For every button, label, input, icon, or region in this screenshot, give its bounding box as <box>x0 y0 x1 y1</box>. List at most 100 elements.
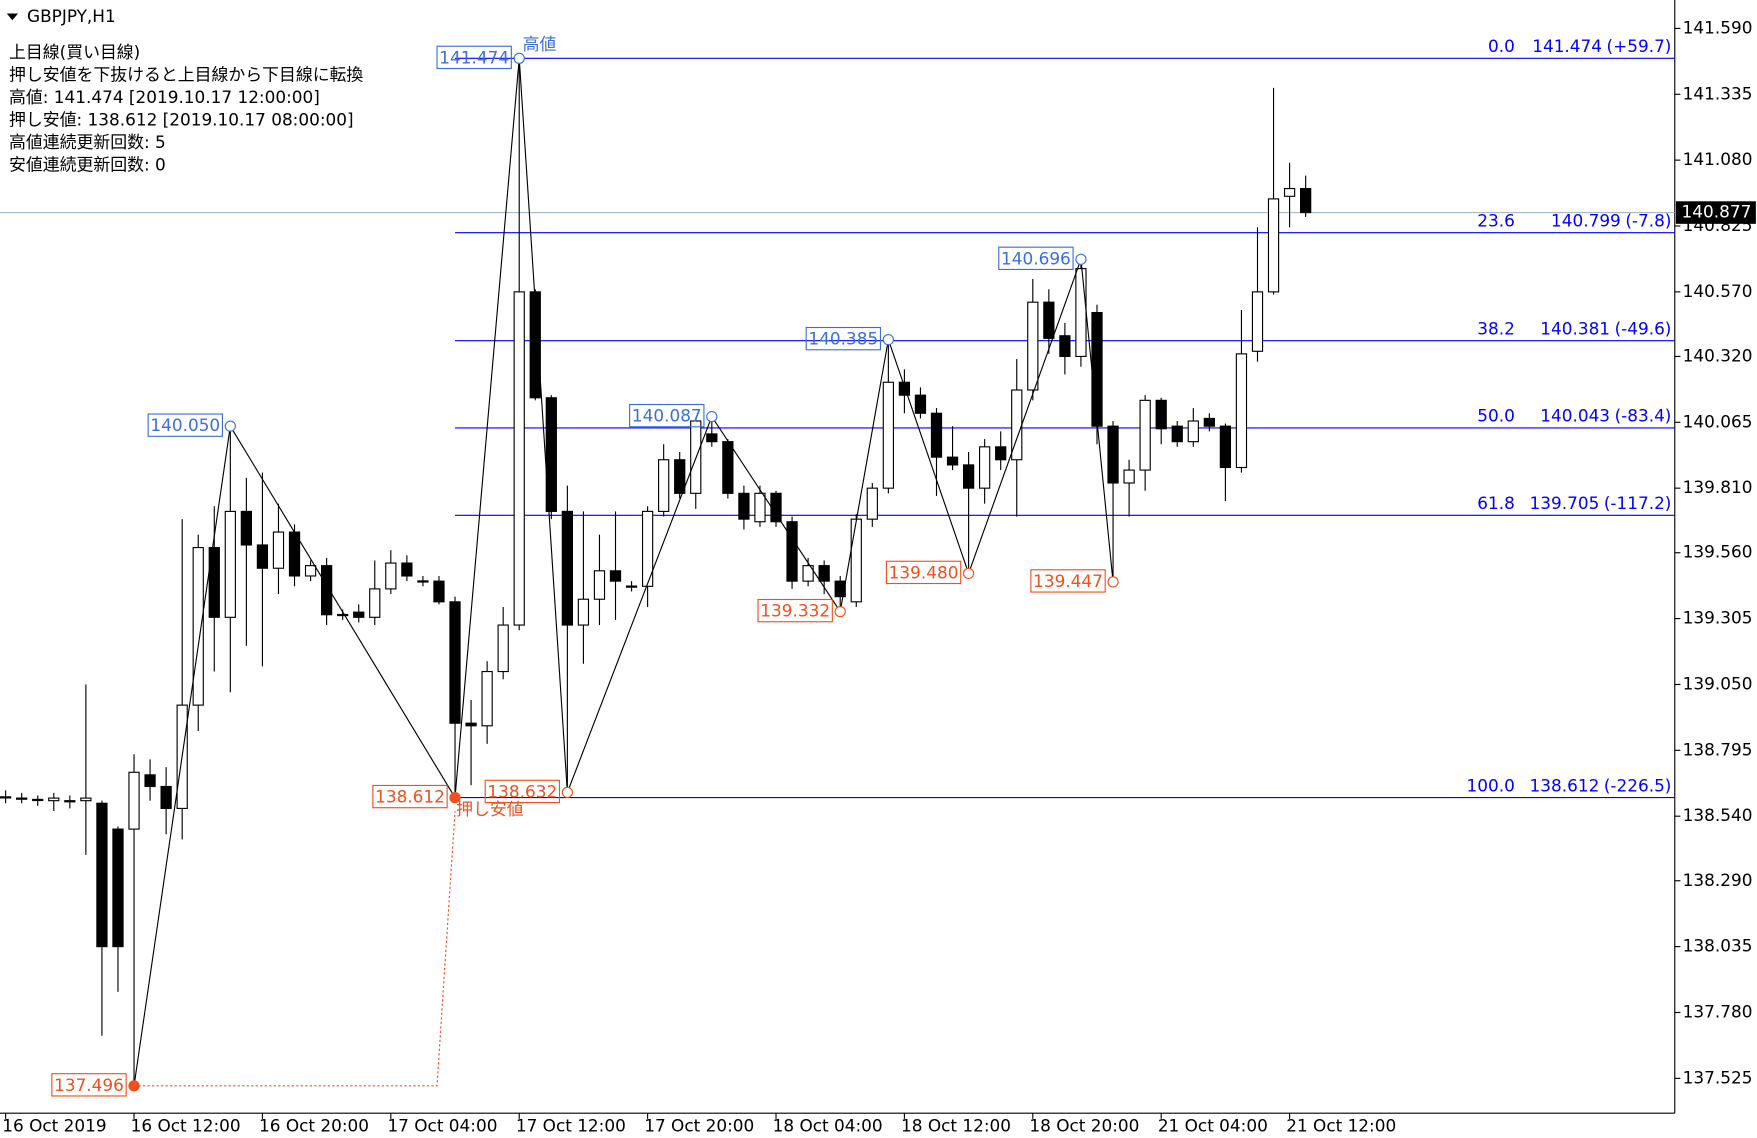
info-line: 安値連続更新回数: 0 <box>9 155 166 175</box>
swing-point <box>128 1080 140 1092</box>
fib-label: 140.043 (-83.4) <box>1540 406 1671 426</box>
candle-body <box>1171 425 1183 443</box>
fib-level: 100.0 <box>1467 775 1515 795</box>
info-line: 上目線(買い目線) <box>9 42 140 62</box>
fib-level: 0.0 <box>1488 36 1515 56</box>
fib-price: 139.705 <box>1530 493 1600 513</box>
candle-body <box>834 580 846 598</box>
candle-body <box>995 446 1007 461</box>
swing-label-box <box>147 413 224 437</box>
candle-body <box>240 510 253 546</box>
current-price-box <box>1675 201 1756 224</box>
candle-body <box>32 798 44 802</box>
y-tick-label: 138.290 <box>1683 870 1753 890</box>
y-tick-label: 140.320 <box>1683 345 1753 365</box>
info-line: 押し安値を下抜けると上目線から下目線に転換 <box>9 64 363 84</box>
fib-level: 23.6 <box>1477 210 1515 230</box>
candle-body <box>465 722 477 727</box>
fib-price: 138.612 <box>1530 775 1600 795</box>
y-tick-label: 141.590 <box>1683 17 1753 37</box>
candle-body <box>1251 291 1264 352</box>
fib-label: 140.381 (-49.6) <box>1540 318 1671 338</box>
y-tick-label: 139.050 <box>1683 673 1753 693</box>
candle-body <box>1027 301 1039 391</box>
swing-point <box>513 52 525 65</box>
candle-body <box>1091 311 1103 427</box>
candle-body <box>337 613 349 617</box>
candle-body <box>1187 420 1199 443</box>
candle-body <box>256 544 269 569</box>
swing-label: 140.385 <box>808 329 878 349</box>
y-tick-label: 138.540 <box>1683 805 1753 825</box>
candle-body <box>481 670 493 727</box>
candle-body <box>1107 425 1119 484</box>
candle-body <box>722 441 734 494</box>
candle-body <box>401 562 413 577</box>
candle-body <box>609 570 622 582</box>
swing-label-box <box>629 403 705 428</box>
swing-label-box <box>372 784 448 809</box>
candle-body <box>625 585 638 588</box>
candle-body <box>1219 425 1232 469</box>
x-tick-label: 16 Oct 12:00 <box>131 1116 241 1136</box>
candle-body <box>1203 417 1215 427</box>
y-tick-label: 138.035 <box>1683 936 1753 956</box>
swing-point <box>449 791 461 804</box>
candle-body <box>192 547 204 706</box>
x-tick-label: 17 Oct 20:00 <box>644 1116 754 1136</box>
candle-body <box>369 588 381 618</box>
candle-body <box>898 381 911 396</box>
swing-label: 140.087 <box>632 406 702 426</box>
candle-body <box>80 797 92 802</box>
support-annotation: 押し安値 <box>456 799 524 819</box>
candle-body <box>641 510 654 587</box>
candle-body <box>1235 353 1248 469</box>
x-tick-label: 21 Oct 12:00 <box>1286 1116 1396 1136</box>
swing-point <box>224 420 236 432</box>
y-tick-label: 138.795 <box>1683 739 1753 759</box>
fib-level: 38.2 <box>1477 318 1515 338</box>
swing-label-box <box>1030 569 1106 593</box>
candle-body <box>706 433 718 443</box>
candle-body <box>930 412 943 458</box>
swing-label: 140.050 <box>150 415 220 435</box>
info-line: 高値連続更新回数: 5 <box>9 132 166 152</box>
candle-body <box>112 828 124 948</box>
candle-body <box>593 570 606 600</box>
candle-body <box>385 562 397 590</box>
candle-body <box>449 601 461 724</box>
y-tick-label: 141.335 <box>1683 83 1753 103</box>
fib-level: 50.0 <box>1477 406 1515 426</box>
candle-body <box>304 565 317 577</box>
fib-price: 140.043 <box>1540 406 1610 426</box>
swing-point <box>561 786 573 799</box>
candle-body <box>946 456 959 466</box>
swing-label: 137.496 <box>54 1075 124 1095</box>
candle-body <box>1283 187 1296 197</box>
swing-label: 139.447 <box>1033 571 1103 591</box>
candle-body <box>866 487 878 520</box>
swing-label: 140.696 <box>1001 248 1071 268</box>
symbol: GBPJPY,H1 <box>27 6 116 26</box>
x-tick-label: 21 Oct 04:00 <box>1158 1116 1268 1136</box>
swing-point <box>1075 253 1087 265</box>
candle-body <box>0 796 12 799</box>
candle-body <box>1059 335 1071 357</box>
fib-diff: (-83.4) <box>1615 406 1672 426</box>
candle-body <box>160 785 172 809</box>
swing-point <box>1107 576 1119 588</box>
y-tick-label: 140.065 <box>1683 411 1753 431</box>
candle-body <box>1155 399 1167 430</box>
swing-label-box <box>998 246 1074 271</box>
fib-price: 141.474 <box>1532 36 1602 56</box>
swing-label-box <box>51 1073 127 1097</box>
swing-point <box>962 567 975 580</box>
y-tick-label: 140.570 <box>1683 281 1753 301</box>
candle-body <box>545 397 557 512</box>
y-tick-label: 141.080 <box>1683 149 1753 169</box>
fib-label: 138.612 (-226.5) <box>1530 775 1672 795</box>
swing-label: 139.480 <box>889 562 959 582</box>
support-trace <box>134 811 456 1087</box>
